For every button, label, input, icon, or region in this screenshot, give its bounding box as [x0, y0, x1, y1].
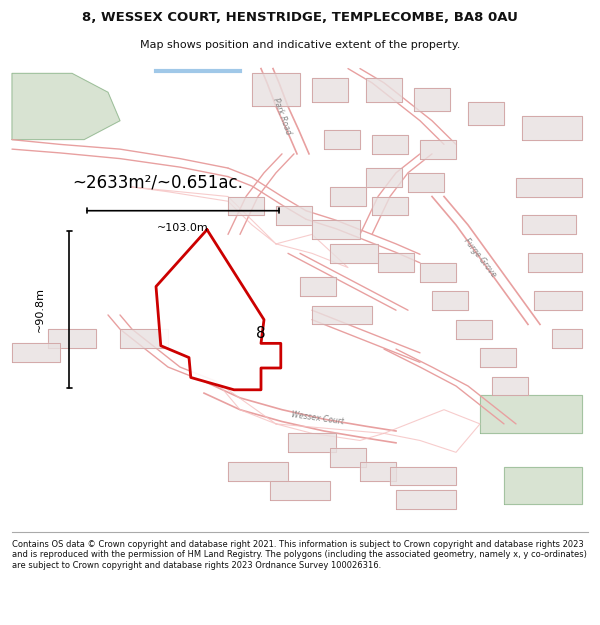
Polygon shape: [366, 78, 402, 102]
Text: Contains OS data © Crown copyright and database right 2021. This information is : Contains OS data © Crown copyright and d…: [12, 540, 587, 569]
Polygon shape: [396, 490, 456, 509]
Polygon shape: [300, 277, 336, 296]
Polygon shape: [288, 433, 336, 452]
Polygon shape: [48, 329, 96, 348]
Polygon shape: [330, 187, 366, 206]
Text: Park Road: Park Road: [271, 96, 293, 136]
Polygon shape: [360, 462, 396, 481]
Polygon shape: [228, 196, 264, 216]
Polygon shape: [420, 139, 456, 159]
Text: ~2633m²/~0.651ac.: ~2633m²/~0.651ac.: [72, 173, 243, 191]
Polygon shape: [552, 329, 582, 348]
Polygon shape: [480, 396, 582, 433]
Polygon shape: [252, 73, 300, 106]
Polygon shape: [228, 462, 288, 481]
Polygon shape: [456, 319, 492, 339]
Polygon shape: [468, 102, 504, 126]
Polygon shape: [312, 306, 372, 324]
Polygon shape: [390, 466, 456, 486]
Polygon shape: [312, 78, 348, 102]
Text: Map shows position and indicative extent of the property.: Map shows position and indicative extent…: [140, 39, 460, 49]
Polygon shape: [492, 376, 528, 396]
Polygon shape: [156, 229, 281, 390]
Polygon shape: [378, 253, 414, 272]
Polygon shape: [480, 348, 516, 367]
Polygon shape: [534, 291, 582, 310]
Polygon shape: [528, 253, 582, 272]
Polygon shape: [12, 73, 120, 139]
Polygon shape: [522, 116, 582, 139]
Polygon shape: [12, 343, 60, 362]
Polygon shape: [504, 466, 582, 504]
Text: ~103.0m: ~103.0m: [157, 222, 209, 232]
Text: Wessex Court: Wessex Court: [291, 409, 345, 426]
Polygon shape: [414, 88, 450, 111]
Polygon shape: [324, 130, 360, 149]
Polygon shape: [330, 244, 378, 263]
Polygon shape: [276, 206, 312, 225]
Polygon shape: [516, 177, 582, 196]
Polygon shape: [330, 448, 366, 466]
Text: 8: 8: [256, 326, 266, 341]
Polygon shape: [366, 168, 402, 187]
Polygon shape: [408, 173, 444, 192]
Polygon shape: [312, 220, 360, 239]
Text: 8, WESSEX COURT, HENSTRIDGE, TEMPLECOMBE, BA8 0AU: 8, WESSEX COURT, HENSTRIDGE, TEMPLECOMBE…: [82, 11, 518, 24]
Polygon shape: [432, 291, 468, 310]
Polygon shape: [270, 481, 330, 500]
Text: ~90.8m: ~90.8m: [35, 288, 45, 332]
Polygon shape: [120, 329, 168, 348]
Polygon shape: [372, 196, 408, 216]
Polygon shape: [522, 216, 576, 234]
Polygon shape: [372, 135, 408, 154]
Text: Furge Grove: Furge Grove: [462, 237, 498, 279]
Polygon shape: [420, 263, 456, 282]
